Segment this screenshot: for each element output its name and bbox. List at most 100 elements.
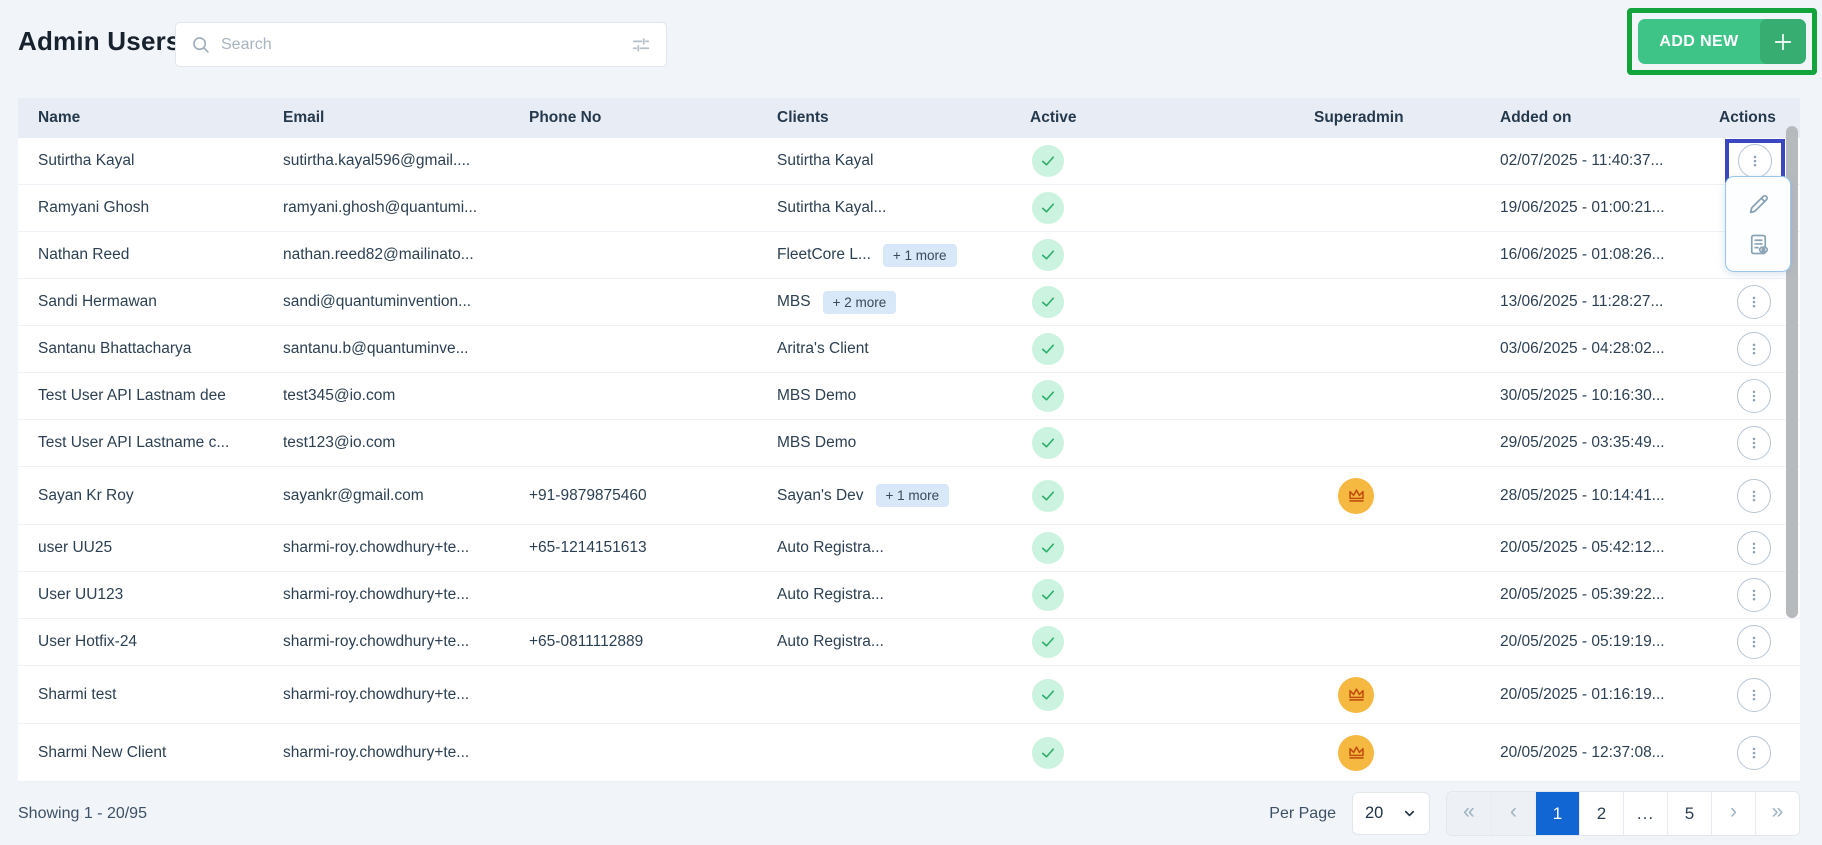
- column-header-added-on: Added on: [1500, 109, 1572, 126]
- cell-phone: [509, 420, 757, 466]
- cell-superadmin: [1294, 619, 1480, 665]
- page-2-button[interactable]: 2: [1579, 792, 1623, 835]
- cell-email: test123@io.com: [283, 434, 396, 451]
- table-row: User UU123 sharmi-roy.chowdhury+te... Auto…: [18, 572, 1800, 619]
- active-check-icon: [1032, 479, 1064, 512]
- table-row: Sharmi test sharmi-roy.chowdhury+te... 20/…: [18, 666, 1800, 724]
- cell-active: [1010, 525, 1294, 571]
- row-actions-button[interactable]: [1737, 625, 1771, 659]
- cell-active: [1010, 138, 1294, 184]
- cell-added-on: 20/05/2025 - 05:42:12...: [1500, 539, 1665, 556]
- per-page-select[interactable]: 20: [1352, 792, 1430, 835]
- table-row: Sutirtha Kayal sutirtha.kayal596@gmail...…: [18, 138, 1800, 185]
- row-actions-button[interactable]: [1737, 379, 1771, 413]
- row-actions-button[interactable]: [1737, 578, 1771, 612]
- edit-button[interactable]: [1745, 191, 1772, 218]
- cell-name: Sayan Kr Roy: [38, 486, 134, 504]
- cell-phone: [509, 138, 757, 184]
- plus-icon[interactable]: [1760, 19, 1806, 64]
- cell-name: Sutirtha Kayal: [38, 152, 135, 169]
- cell-clients: Sutirtha Kayal...: [777, 199, 887, 216]
- cell-active: [1010, 326, 1294, 372]
- search-input[interactable]: [221, 35, 620, 54]
- cell-clients: Sayan's Dev + 1 more: [757, 467, 1010, 524]
- cell-email: sharmi-roy.chowdhury+te...: [283, 586, 470, 603]
- superadmin-crown-icon: [1338, 676, 1374, 713]
- active-check-icon: [1032, 145, 1064, 177]
- page-1-button[interactable]: 1: [1535, 792, 1579, 835]
- row-actions-button[interactable]: [1738, 144, 1772, 178]
- table-row: Santanu Bhattacharya santanu.b@quantuminv…: [18, 326, 1800, 373]
- table-row: Sharmi New Client sharmi-roy.chowdhury+te…: [18, 724, 1800, 782]
- more-clients-chip[interactable]: + 1 more: [882, 243, 957, 267]
- cell-clients: MBS Demo: [777, 434, 857, 451]
- cell-clients: Auto Registra...: [777, 633, 884, 650]
- per-page-label: Per Page: [1269, 804, 1336, 822]
- row-actions-button[interactable]: [1737, 332, 1771, 366]
- active-check-icon: [1032, 239, 1064, 271]
- row-actions-button[interactable]: [1737, 677, 1771, 712]
- row-actions-button[interactable]: [1737, 531, 1771, 565]
- cell-added-on: 20/05/2025 - 12:37:08...: [1500, 743, 1665, 761]
- row-actions-button[interactable]: [1737, 285, 1771, 319]
- cell-added-on: 03/06/2025 - 04:28:02...: [1500, 340, 1665, 357]
- table-row: Sandi Hermawan sandi@quantuminvention... M…: [18, 279, 1800, 326]
- cell-email: nathan.reed82@mailinato...: [283, 246, 474, 263]
- cell-clients: Auto Registra...: [777, 586, 884, 603]
- page-ellipsis: ...: [1623, 792, 1667, 835]
- cell-clients: Aritra's Client: [777, 340, 869, 357]
- column-header-superadmin: Superadmin: [1314, 109, 1404, 126]
- table-row: Nathan Reed nathan.reed82@mailinato... Fle…: [18, 232, 1800, 279]
- cell-superadmin: [1294, 467, 1480, 524]
- cell-email: test345@io.com: [283, 387, 396, 404]
- cell-added-on: 20/05/2025 - 01:16:19...: [1500, 685, 1665, 703]
- cell-added-on: 19/06/2025 - 01:00:21...: [1500, 199, 1665, 216]
- table-row: User Hotfix-24 sharmi-roy.chowdhury+te...…: [18, 619, 1800, 666]
- add-new-button[interactable]: ADD NEW: [1638, 19, 1806, 64]
- cell-email: sharmi-roy.chowdhury+te...: [283, 685, 470, 703]
- cell-active: [1010, 420, 1294, 466]
- active-check-icon: [1032, 380, 1064, 412]
- column-header-clients: Clients: [777, 109, 829, 126]
- cell-clients: FleetCore L... + 1 more: [757, 232, 1010, 278]
- cell-superadmin: [1294, 138, 1480, 184]
- cell-added-on: 29/05/2025 - 03:35:49...: [1500, 434, 1665, 451]
- table-row: Sayan Kr Roy sayankr@gmail.com +91-9879875…: [18, 467, 1800, 525]
- cell-phone: [509, 279, 757, 325]
- active-check-icon: [1032, 286, 1064, 318]
- cell-phone: +65-0811112889: [529, 633, 644, 650]
- cell-added-on: 13/06/2025 - 11:28:27...: [1500, 293, 1664, 310]
- footer-bar: Showing 1 - 20/95 Per Page 20 «‹ 1 2... 5 ›»: [18, 782, 1800, 845]
- cell-name: Sharmi New Client: [38, 743, 167, 761]
- table-row: Test User API Lastname c... test123@io.co…: [18, 420, 1800, 467]
- row-actions-button[interactable]: [1737, 478, 1771, 513]
- first-page-button[interactable]: «: [1447, 792, 1491, 835]
- cell-active: [1010, 373, 1294, 419]
- active-check-icon: [1032, 333, 1064, 365]
- cell-clients: Sutirtha Kayal: [777, 152, 874, 169]
- cell-email: santanu.b@quantuminve...: [283, 340, 469, 357]
- more-clients-chip[interactable]: + 2 more: [822, 290, 897, 314]
- next-page-button[interactable]: ›: [1711, 792, 1755, 835]
- cell-email: sutirtha.kayal596@gmail....: [283, 152, 471, 169]
- prev-page-button[interactable]: ‹: [1491, 792, 1535, 835]
- filter-icon[interactable]: [630, 34, 652, 56]
- cell-active: [1010, 619, 1294, 665]
- superadmin-crown-icon: [1338, 477, 1374, 514]
- last-page-button[interactable]: »: [1755, 792, 1799, 835]
- row-actions-button[interactable]: [1737, 735, 1771, 770]
- cell-name: User UU123: [38, 586, 124, 603]
- cell-name: User Hotfix-24: [38, 633, 138, 650]
- cell-superadmin: [1294, 373, 1480, 419]
- column-header-name: Name: [38, 109, 81, 126]
- cell-phone: [509, 326, 757, 372]
- view-log-button[interactable]: [1745, 231, 1772, 258]
- column-header-active: Active: [1030, 109, 1077, 126]
- chevron-down-icon: [1402, 806, 1417, 821]
- table-rows: Sutirtha Kayal sutirtha.kayal596@gmail...…: [18, 138, 1800, 782]
- row-actions-button[interactable]: [1737, 426, 1771, 460]
- page-5-button[interactable]: 5: [1667, 792, 1711, 835]
- active-check-icon: [1032, 678, 1064, 711]
- more-clients-chip[interactable]: + 1 more: [875, 484, 950, 507]
